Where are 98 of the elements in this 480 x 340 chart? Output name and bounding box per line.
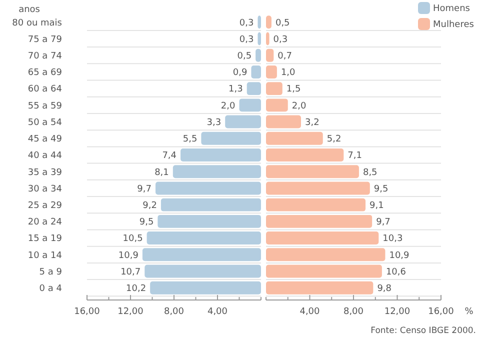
y-axis-title: anos <box>18 5 40 16</box>
text: 5,2 <box>326 134 342 145</box>
bar <box>266 82 282 96</box>
text: 2,0 <box>220 101 236 112</box>
bar <box>266 16 272 29</box>
bar <box>225 115 261 128</box>
text: 9,5 <box>139 218 154 228</box>
y-tick-label: 15 a 19 <box>28 234 62 244</box>
y-tick-label: 65 a 69 <box>28 68 62 78</box>
text: 10,5 <box>122 234 143 244</box>
text: 9,7 <box>376 218 390 228</box>
text: 9,1 <box>370 200 384 211</box>
bar <box>258 32 261 46</box>
x-tick-label: 8,00 <box>343 307 364 318</box>
bar <box>201 132 261 145</box>
x-tick-label: 16,00 <box>74 307 100 318</box>
y-tick-label: 0 a 4 <box>39 284 62 294</box>
bar <box>172 165 261 178</box>
bar <box>156 182 261 195</box>
text: 10,9 <box>118 250 138 261</box>
bar <box>146 232 261 245</box>
text: 10,3 <box>382 234 403 244</box>
text: 1,3 <box>228 84 243 95</box>
bar <box>266 214 372 228</box>
source-note: Fonte: Censo IBGE 2000. <box>370 326 476 336</box>
x-tick-label: 4,00 <box>300 307 320 318</box>
text: 9,2 <box>142 200 157 211</box>
bar <box>266 132 323 145</box>
bar <box>246 82 261 96</box>
bar <box>266 98 288 112</box>
x-tick-label: 16,00 <box>428 307 454 318</box>
text: 1,0 <box>280 68 296 78</box>
bar <box>160 198 261 212</box>
text: 10,2 <box>126 284 146 294</box>
text: 0,3 <box>239 34 254 45</box>
x-axis-title: % <box>464 307 474 318</box>
y-tick-label: 5 a 9 <box>39 267 62 278</box>
y-tick-label: 80 ou mais <box>12 18 62 28</box>
x-tick-label: 12,00 <box>118 307 144 318</box>
text: 0,5 <box>237 52 252 62</box>
text: 3,2 <box>305 118 320 128</box>
y-tick-label: 20 a 24 <box>28 218 62 228</box>
y-tick-label: 60 a 64 <box>28 84 62 95</box>
bar <box>180 148 261 162</box>
x-tick-label: 4,00 <box>207 307 228 318</box>
bar <box>251 65 261 78</box>
text: 9,5 <box>374 184 388 194</box>
text: 5,5 <box>182 134 198 145</box>
text: 2,0 <box>292 101 306 112</box>
bar <box>150 281 261 294</box>
bar <box>266 32 270 46</box>
legend-label: Homens <box>433 4 470 14</box>
x-tick-label: 8,00 <box>164 307 184 318</box>
text: 8,1 <box>154 168 169 178</box>
text: 0,9 <box>232 68 248 78</box>
text: 0,3 <box>239 18 254 28</box>
text: 9,7 <box>137 184 152 194</box>
text: 1,5 <box>286 84 301 95</box>
y-tick-label: 50 a 54 <box>28 118 62 128</box>
bar <box>266 65 277 78</box>
text: 10,7 <box>120 267 141 278</box>
text: 3,3 <box>206 118 222 128</box>
y-tick-label: 45 a 49 <box>28 134 62 145</box>
y-tick-label: 55 a 59 <box>28 101 62 112</box>
bar <box>266 198 366 212</box>
text: 0,7 <box>278 52 292 62</box>
y-tick-label: 75 a 79 <box>28 34 62 45</box>
bar <box>142 248 261 262</box>
y-tick-label: 25 a 29 <box>28 200 62 211</box>
bar <box>266 48 274 62</box>
text: 10,9 <box>389 250 410 261</box>
y-tick-label: 35 a 39 <box>28 168 62 178</box>
y-tick-label: 40 a 44 <box>28 151 62 162</box>
bar <box>266 281 374 294</box>
bar <box>266 232 379 245</box>
bar <box>256 48 261 62</box>
x-tick-label: 12,00 <box>384 307 410 318</box>
bar <box>266 182 370 195</box>
text: 7,4 <box>162 151 177 162</box>
y-tick-label: 10 a 14 <box>28 250 62 261</box>
y-tick-label: 70 a 74 <box>28 52 62 62</box>
bar <box>144 264 261 278</box>
bar <box>266 115 301 128</box>
bar <box>158 214 261 228</box>
bar <box>266 165 359 178</box>
bar <box>258 16 261 29</box>
bar <box>239 98 261 112</box>
legend-label: Mulheres <box>433 20 474 30</box>
text: 0,3 <box>273 34 288 45</box>
text: 8,5 <box>362 168 378 178</box>
bar <box>266 148 344 162</box>
bar <box>266 248 386 262</box>
bar <box>266 264 382 278</box>
y-tick-label: 30 a 34 <box>28 184 62 194</box>
text: 9,8 <box>377 284 392 294</box>
text: 10,6 <box>386 267 406 278</box>
text: 7,1 <box>348 151 362 162</box>
text: 0,5 <box>275 18 290 28</box>
